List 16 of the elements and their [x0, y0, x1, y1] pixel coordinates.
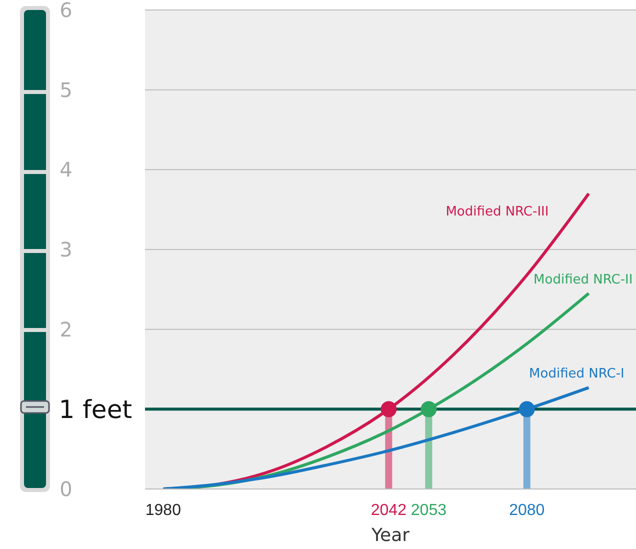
x-tick-label: 2053	[410, 502, 447, 519]
y-tick-label: 4	[60, 158, 72, 182]
series-label: Modified NRC-II	[534, 272, 633, 288]
series-label: Modified NRC-I	[529, 366, 624, 382]
y-tick-label: 0	[60, 477, 72, 501]
y-tick-label: 3	[60, 238, 72, 262]
x-tick-label: 2042	[370, 502, 407, 519]
series-label: Modified NRC-III	[446, 204, 549, 220]
x-tick-label: 1980	[145, 502, 182, 519]
y-tick-label: 2	[60, 317, 72, 342]
y-tick-label: 6	[60, 0, 72, 22]
x-tick-label: 2080	[509, 502, 545, 519]
ref-line-label: 1 feet	[58, 395, 132, 424]
x-axis-title: Year	[370, 525, 410, 546]
y-tick-label: 5	[60, 78, 72, 102]
line-series	[162, 386, 590, 489]
